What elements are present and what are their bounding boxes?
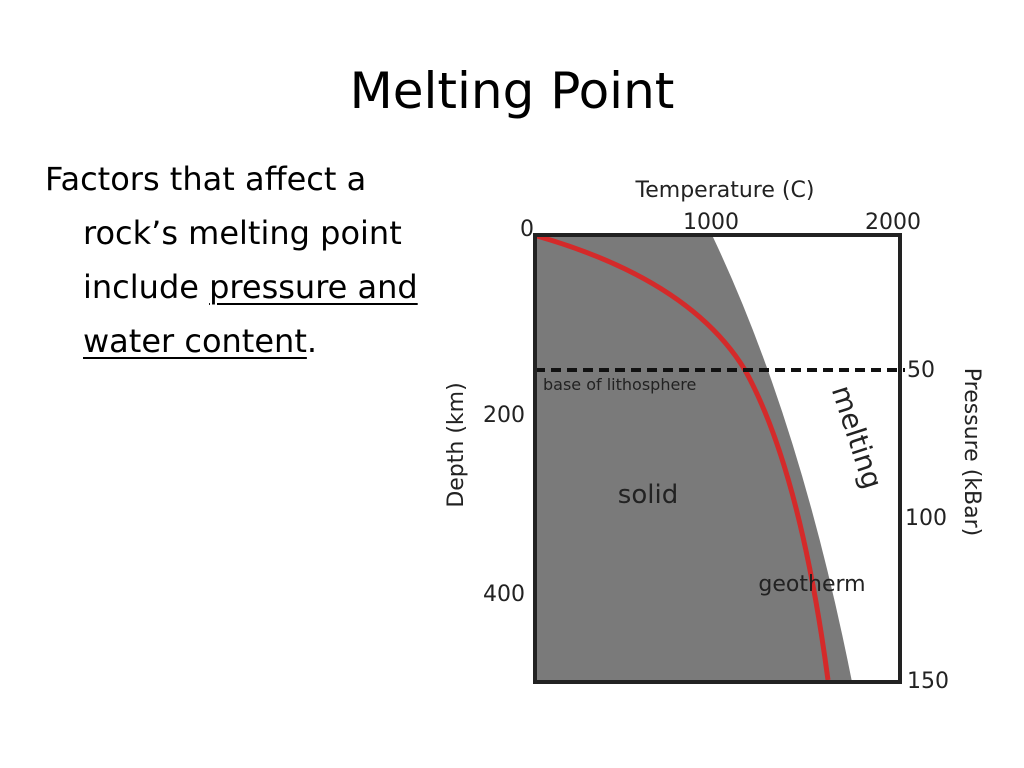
frame bbox=[533, 233, 902, 684]
top-tick: 2000 bbox=[865, 210, 921, 235]
right-axis-title: Pressure (kBar) bbox=[959, 368, 984, 536]
bullet-emphasis: pressure and water content bbox=[83, 268, 418, 360]
solid-label: solid bbox=[618, 480, 678, 510]
bullet: Factors that affect a rock’s melting poi… bbox=[45, 152, 463, 368]
right-tick: 150 bbox=[907, 669, 949, 694]
left-tick: 200 bbox=[483, 403, 525, 428]
top-tick: 1000 bbox=[683, 210, 739, 235]
left-axis-title: Depth (km) bbox=[444, 382, 469, 507]
lithosphere-label: base of lithosphere bbox=[543, 375, 696, 394]
slide-title: Melting Point bbox=[349, 62, 675, 120]
top-tick: 0 bbox=[520, 217, 534, 242]
right-tick: 100 bbox=[905, 506, 947, 531]
left-tick: 400 bbox=[483, 582, 525, 607]
solid-region bbox=[535, 235, 852, 682]
top-axis-title: Temperature (C) bbox=[635, 178, 815, 203]
geotherm-label: geotherm bbox=[758, 572, 865, 597]
right-tick: 50 bbox=[907, 358, 935, 383]
melting-label: melting bbox=[825, 381, 889, 493]
bullet-end: . bbox=[306, 322, 318, 360]
bullet-text: Factors that affect a rock’s melting poi… bbox=[45, 160, 402, 306]
